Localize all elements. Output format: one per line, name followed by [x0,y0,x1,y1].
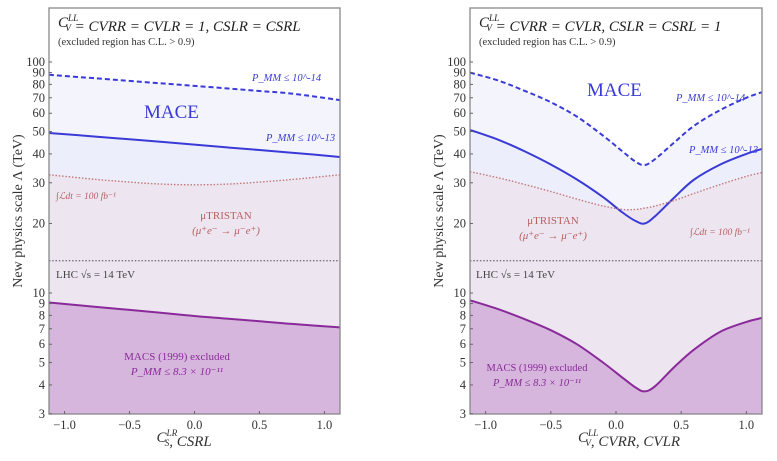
y-tick-label: 40 [454,147,467,161]
y-tick-label: 6 [460,337,466,351]
series-line-2 [470,171,762,211]
y-tick-label: 9 [39,297,45,311]
annotation-macs-limit: P_MM ≤ 8.3 × 10⁻¹¹ [492,378,581,389]
plot-area [49,73,340,414]
region-macs [49,302,340,414]
plot-area [470,71,762,414]
y-tick-label: 40 [33,147,46,161]
y-tick-label: 80 [33,77,46,91]
y-tick-label: 5 [460,356,466,370]
annotation-tristan-name: μTRISTAN [200,210,252,222]
series-line-1 [470,128,762,225]
series-line-2 [49,174,340,186]
y-tick-label: 80 [454,77,467,91]
x-axis-label: CLL V, CVRR, CVLR [578,429,680,450]
annotation-lumi: ∫ℒdt = 100 fb⁻¹ [55,191,116,202]
y-tick-label: 60 [33,106,46,120]
y-tick-label: 10 [454,286,467,300]
annotation-tristan-name: μTRISTAN [527,215,579,227]
x-tick-label: −1.0 [474,418,497,432]
x-axis-label: CLR S, CSRL [157,429,212,450]
y-tick-label: 100 [447,55,466,69]
panel-subheader: (excluded region has C.L. > 0.9) [479,37,616,48]
y-tick-label: 70 [454,91,467,105]
series-line-1 [49,132,340,158]
annotation-mace: MACE [587,80,642,101]
x-tick-label: 0.5 [673,418,689,432]
y-tick-label: 60 [454,106,467,120]
annotation-p14: P_MM ≤ 10^-14 [251,73,322,84]
y-axis-label: New physics scale Λ (TeV) [432,134,447,288]
annotation-lhc: LHC √s = 14 TeV [476,269,555,281]
series-line-0 [49,73,340,102]
y-axis-label: New physics scale Λ (TeV) [11,134,26,288]
x-tick-label: 0.5 [252,418,268,432]
y-tick-label: 20 [454,216,467,230]
annotation-mace: MACE [144,102,199,123]
annotation-p14: P_MM ≤ 10^-14 [675,93,746,104]
y-tick-label: 20 [33,216,46,230]
y-tick-label: 8 [39,308,45,322]
y-tick-label: 7 [39,322,45,336]
annotation-macs: MACS (1999) excluded [487,363,589,374]
y-tick-label: 70 [33,91,46,105]
y-tick-label: 90 [33,66,46,80]
y-tick-label: 9 [460,297,466,311]
panel-header: CLL V = CVRR = CVLR, CSLR = CSRL = 1 [479,14,721,35]
y-tick-label: 30 [33,176,46,190]
y-tick-label: 3 [460,407,466,421]
y-tick-label: 50 [33,125,46,139]
x-tick-label: 0.0 [608,418,624,432]
y-tick-label: 3 [39,407,45,421]
series-line-4 [49,301,340,329]
y-tick-label: 30 [454,176,467,190]
x-tick-label: 1.0 [317,418,333,432]
y-tick-label: 7 [460,322,466,336]
y-tick-label: 10 [33,286,46,300]
y-tick-label: 90 [454,66,467,80]
y-tick-label: 5 [39,356,45,370]
y-tick-label: 6 [39,337,45,351]
panel-subheader: (excluded region has C.L. > 0.9) [58,37,195,48]
annotation-macs: MACS (1999) excluded [124,351,230,363]
annotation-lhc: LHC √s = 14 TeV [56,269,135,281]
x-tick-label: 0.0 [187,418,203,432]
x-tick-label: −1.0 [53,418,76,432]
x-tick-label: −0.5 [118,418,141,432]
x-tick-label: −0.5 [539,418,562,432]
annotation-macs-limit: P_MM ≤ 8.3 × 10⁻¹¹ [130,366,223,378]
x-tick-label: 1.0 [739,418,755,432]
series-line-0 [470,71,762,167]
panel-header: CLL V = CVRR = CVLR = 1, CSLR = CSRL [58,14,301,35]
annotation-tristan-process: (μ⁺e⁻ → μ⁻e⁺) [192,225,260,237]
series-line-4 [470,299,762,393]
annotation-tristan-process: (μ⁺e⁻ → μ⁻e⁺) [519,230,587,242]
region-macs [470,300,762,414]
y-tick-label: 50 [454,125,467,139]
annotation-p13: P_MM ≤ 10^-13 [688,145,758,156]
annotation-p13: P_MM ≤ 10^-13 [265,133,335,144]
y-tick-label: 8 [460,308,466,322]
y-tick-label: 100 [26,55,45,69]
annotation-lumi: ∫ℒdt = 100 fb⁻¹ [689,227,750,238]
y-tick-label: 4 [460,378,467,392]
y-tick-label: 4 [39,378,46,392]
